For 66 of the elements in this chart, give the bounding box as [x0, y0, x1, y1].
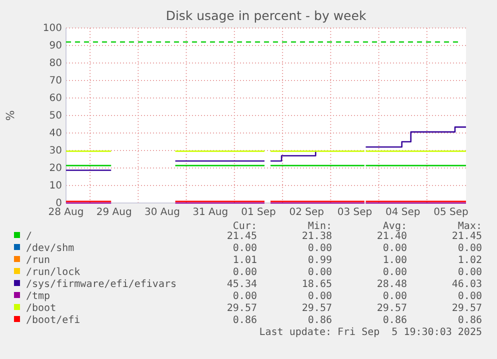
x-tick-label: 30 Aug: [144, 207, 180, 218]
text: 21.45: [226, 231, 257, 242]
legend-label: /: [26, 231, 32, 242]
text: Min:: [308, 221, 332, 232]
y-tick-label: 70: [49, 76, 62, 87]
text: 29.57: [376, 303, 407, 314]
text: 0.86: [458, 315, 482, 326]
x-tick-label: 02 Sep: [289, 207, 324, 218]
y-tick-label: 20: [49, 163, 62, 174]
x-tick-label: 05 Sep: [434, 207, 468, 218]
y-tick-label: 60: [49, 93, 62, 104]
legend-label: /boot: [26, 303, 56, 314]
y-tick-label: 10: [49, 180, 62, 192]
text: 0.00: [308, 267, 332, 278]
text: 0.00: [382, 291, 407, 302]
text: 18.65: [302, 279, 332, 290]
text: 0.00: [458, 243, 482, 254]
text: 21.38: [302, 231, 332, 242]
text: 0.00: [382, 267, 407, 278]
x-tick-label: 29 Aug: [96, 207, 132, 218]
text: 28.48: [376, 279, 407, 290]
y-tick-label: 30: [49, 146, 62, 157]
text: Max:: [458, 221, 482, 232]
legend-label: /sys/firmware/efi/efivars: [26, 279, 177, 290]
y-tick-label: 40: [49, 128, 62, 140]
x-tick-label: 01 Sep: [241, 207, 276, 218]
x-tick-label: 04 Sep: [385, 207, 420, 218]
text: 0.00: [458, 291, 482, 302]
legend-label: /boot/efi: [26, 315, 80, 326]
text: 29.57: [226, 303, 257, 314]
text: 1.00: [382, 255, 407, 266]
legend-label: /dev/shm: [26, 243, 74, 254]
x-tick-label: 31 Aug: [192, 207, 228, 218]
text: 0.00: [458, 267, 482, 278]
text: 1.02: [458, 255, 482, 266]
y-tick-label: 50: [49, 110, 62, 122]
chart-title: Disk usage in percent - by week: [166, 8, 367, 23]
x-tick-label: 03 Sep: [337, 207, 372, 218]
y-tick-label: 100: [42, 23, 62, 34]
text: 21.40: [376, 231, 407, 242]
y-tick-label: 90: [49, 40, 62, 52]
x-tick-label: 28 Aug: [48, 207, 84, 218]
legend-label: /run: [26, 255, 50, 266]
text: 0.00: [308, 291, 332, 302]
text: 0.00: [232, 267, 257, 278]
text: 1.01: [232, 255, 257, 266]
text: 0.00: [232, 291, 257, 302]
text: 0.00: [232, 243, 257, 254]
y-tick-label: 80: [49, 58, 62, 70]
text: Cur:: [232, 221, 257, 232]
text: 46.03: [452, 279, 482, 290]
text: 0.00: [382, 243, 407, 254]
text: 21.45: [452, 231, 482, 242]
text: 0.86: [382, 315, 407, 326]
text: 29.57: [452, 303, 482, 314]
text: Last update: Fri Sep 5 19:30:03 2025: [259, 327, 482, 338]
text: 0.86: [232, 315, 257, 326]
y-axis-title: %: [4, 110, 17, 121]
text: 0.86: [308, 315, 332, 326]
legend-label: /tmp: [26, 291, 50, 302]
legend-label: /run/lock: [26, 267, 80, 278]
text: 29.57: [302, 303, 332, 314]
text: 0.99: [308, 255, 332, 266]
text: 45.34: [226, 279, 257, 290]
text: Avg:: [382, 221, 407, 232]
text: 0.00: [308, 243, 332, 254]
